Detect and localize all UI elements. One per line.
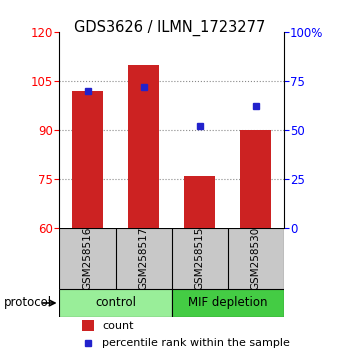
Bar xyxy=(82,320,94,331)
Text: GSM258530: GSM258530 xyxy=(251,227,261,290)
Text: control: control xyxy=(95,297,136,309)
Text: GDS3626 / ILMN_1723277: GDS3626 / ILMN_1723277 xyxy=(74,19,266,36)
Text: GSM258517: GSM258517 xyxy=(139,227,149,290)
Text: MIF depletion: MIF depletion xyxy=(188,297,268,309)
Text: percentile rank within the sample: percentile rank within the sample xyxy=(102,338,290,348)
Bar xyxy=(184,176,215,228)
Text: count: count xyxy=(102,320,134,331)
Bar xyxy=(172,289,284,317)
Text: protocol: protocol xyxy=(3,297,52,309)
Text: GSM258516: GSM258516 xyxy=(83,227,92,290)
Bar xyxy=(128,64,159,228)
Bar xyxy=(240,130,271,228)
Bar xyxy=(59,289,172,317)
Bar xyxy=(72,91,103,228)
Text: GSM258515: GSM258515 xyxy=(195,227,205,290)
